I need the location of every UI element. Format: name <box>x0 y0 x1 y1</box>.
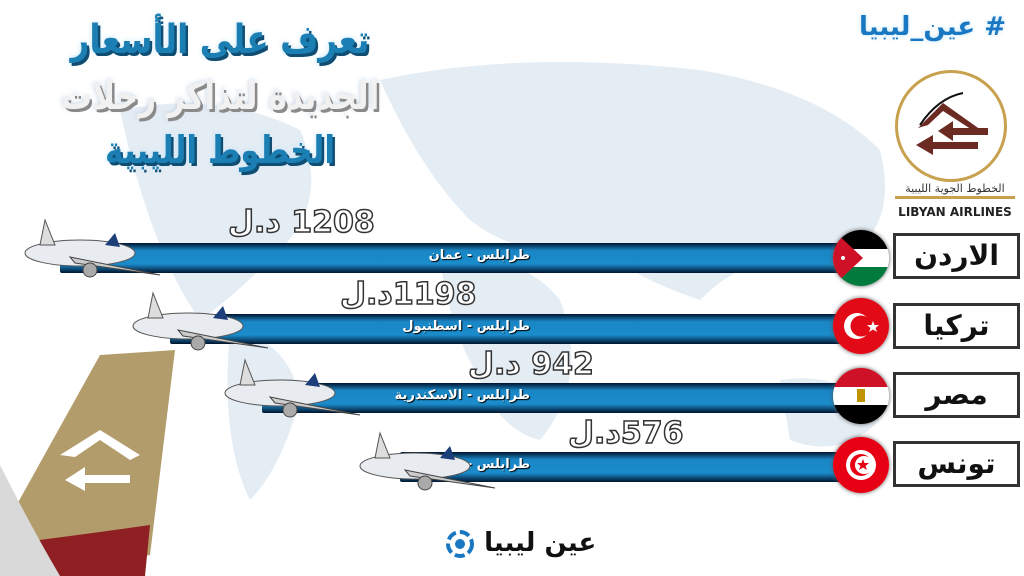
country-label-jordan: الاردن <box>893 233 1020 279</box>
price-label: 942 د.ل <box>467 347 594 383</box>
country-label-egypt: مصر <box>893 372 1020 418</box>
title-line-1: تعرف على الأسعار <box>70 17 370 63</box>
brand-text: عين ليبيا <box>484 528 597 558</box>
title-line-3: الخطوط الليبية <box>104 128 336 172</box>
route-label: طرابلس - عمان <box>428 248 530 263</box>
airplane-tail-image <box>0 350 175 576</box>
country-label-tunisia: تونس <box>893 441 1020 487</box>
route-label: طرابلس - الاسكندرية <box>394 388 530 403</box>
price-label: 1208 د.ل <box>227 205 375 241</box>
jordan-flag-icon <box>833 230 889 286</box>
airplane-icon <box>224 358 361 418</box>
route-bar-jordan: طرابلس - عمان <box>60 243 860 273</box>
airplane-icon <box>132 291 269 351</box>
ain-libya-brand: عين ليبيا <box>445 528 596 559</box>
egypt-flag-icon <box>833 368 889 424</box>
airline-name-english: LIBYAN AIRLINES <box>898 205 1012 219</box>
route-bar-turkey: طرابلس - اسطنبول <box>170 314 860 344</box>
airplane-icon <box>359 431 496 491</box>
price-label: 1198د.ل <box>339 277 477 313</box>
turkey-flag-icon <box>833 298 889 354</box>
tunisia-flag-icon <box>833 437 889 493</box>
airline-arrows-icon <box>916 92 988 155</box>
route-bar-egypt: طرابلس - الاسكندرية <box>262 383 860 413</box>
libyan-airlines-logo <box>895 70 1007 182</box>
airplane-icon <box>24 218 161 278</box>
eye-logo-icon <box>446 529 474 558</box>
hashtag: # عين_ليبيا <box>859 12 1006 42</box>
airline-name-arabic: الخطوط الجوية الليبية <box>895 182 1015 199</box>
price-label: 576د.ل <box>567 416 684 452</box>
route-label: طرابلس - اسطنبول <box>402 319 530 334</box>
title-line-2: الجديدة لتذاكر رحلات <box>60 74 380 118</box>
country-label-turkey: تركيا <box>893 303 1020 349</box>
